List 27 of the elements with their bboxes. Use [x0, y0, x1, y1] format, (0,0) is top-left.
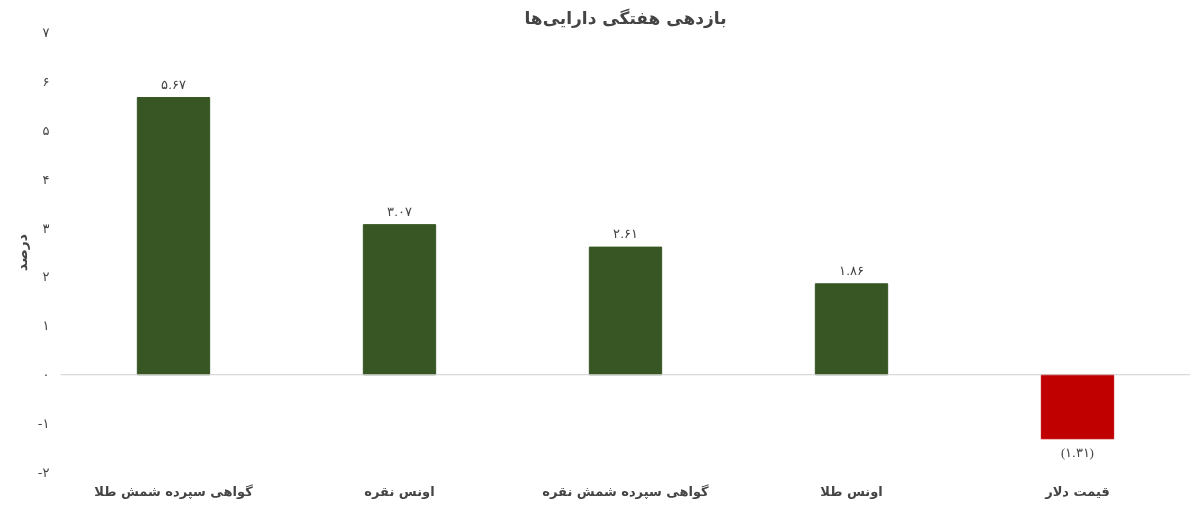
x-tick-label: گواهی سپرده شمش نقره [542, 483, 710, 499]
x-tick-label: اونس طلا [820, 483, 883, 499]
bar [814, 283, 889, 376]
y-tick-label: ۴ [42, 171, 50, 187]
y-tick-label: -۱ [37, 416, 50, 432]
data-label: ۱.۸۶ [839, 262, 864, 278]
x-tick-label: اونس نقره [364, 483, 435, 499]
x-tick-label: گواهی سپرده شمش طلا [94, 483, 254, 499]
y-tick-label: ۵ [42, 122, 50, 138]
x-tick-label: قیمت دلار [1044, 483, 1110, 499]
bar [136, 97, 211, 376]
bar [1040, 374, 1115, 440]
y-tick-label: ۰ [42, 367, 50, 383]
data-label: ۲.۶۱ [613, 226, 638, 242]
y-tick-label: ۲ [42, 269, 50, 285]
data-label: ۳.۰۷ [387, 203, 412, 219]
bar [588, 246, 663, 376]
y-tick-label: -۲ [37, 465, 50, 480]
data-label: ۵.۶۷ [161, 76, 186, 92]
y-tick-label: ۱ [42, 318, 50, 334]
data-label: (۱.۳۱) [1061, 444, 1094, 460]
y-tick-label: ۶ [42, 73, 50, 89]
chart-title: بازدهی هفتگی دارایی‌ها [524, 7, 727, 28]
y-tick-label: ۳ [42, 220, 50, 236]
y-axis-title: درصد [13, 234, 30, 271]
bar [362, 224, 437, 376]
y-tick-label: ۷ [42, 25, 50, 40]
